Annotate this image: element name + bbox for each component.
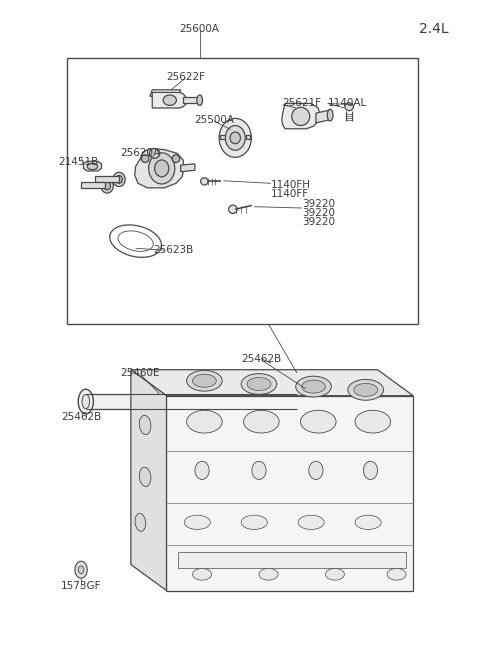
Bar	[67, 58, 418, 324]
Ellipse shape	[298, 389, 313, 414]
Ellipse shape	[241, 373, 277, 394]
Ellipse shape	[197, 95, 203, 105]
Text: 1573GF: 1573GF	[61, 581, 101, 591]
Polygon shape	[86, 394, 297, 409]
Ellipse shape	[75, 561, 87, 578]
Text: 25462B: 25462B	[61, 412, 101, 422]
Ellipse shape	[187, 370, 222, 391]
Ellipse shape	[301, 380, 325, 393]
Polygon shape	[282, 103, 320, 129]
Text: 39220: 39220	[301, 199, 335, 209]
Text: 39220: 39220	[301, 208, 335, 218]
Polygon shape	[167, 396, 413, 591]
Ellipse shape	[101, 179, 113, 193]
Ellipse shape	[325, 569, 344, 580]
Ellipse shape	[149, 149, 160, 159]
Polygon shape	[152, 92, 187, 108]
Ellipse shape	[363, 461, 378, 479]
Text: 25460E: 25460E	[120, 368, 160, 378]
Ellipse shape	[201, 178, 208, 185]
Ellipse shape	[387, 569, 406, 580]
Ellipse shape	[163, 95, 177, 105]
Text: 39220: 39220	[301, 217, 335, 227]
Ellipse shape	[113, 172, 125, 187]
Ellipse shape	[355, 515, 381, 529]
Ellipse shape	[195, 461, 209, 479]
Text: 2.4L: 2.4L	[419, 22, 449, 36]
Text: 25620A: 25620A	[120, 149, 160, 159]
Ellipse shape	[184, 515, 210, 529]
Text: 25500A: 25500A	[194, 115, 234, 124]
Ellipse shape	[135, 514, 146, 531]
Polygon shape	[220, 135, 225, 139]
Ellipse shape	[243, 410, 279, 433]
Ellipse shape	[78, 389, 94, 414]
Polygon shape	[183, 97, 200, 103]
Ellipse shape	[228, 205, 237, 214]
Ellipse shape	[116, 176, 122, 183]
Polygon shape	[150, 90, 180, 96]
Ellipse shape	[355, 410, 391, 433]
Ellipse shape	[348, 379, 384, 400]
Ellipse shape	[149, 153, 175, 184]
Ellipse shape	[252, 461, 266, 479]
Text: 25600A: 25600A	[180, 24, 220, 34]
Ellipse shape	[192, 374, 216, 387]
Ellipse shape	[300, 410, 336, 433]
Ellipse shape	[139, 415, 151, 434]
Ellipse shape	[241, 515, 267, 529]
Ellipse shape	[141, 155, 149, 162]
Ellipse shape	[230, 132, 240, 143]
Text: 1140FH: 1140FH	[271, 179, 311, 189]
Ellipse shape	[259, 569, 278, 580]
Ellipse shape	[82, 394, 90, 409]
Ellipse shape	[187, 410, 222, 433]
Ellipse shape	[172, 155, 180, 162]
Ellipse shape	[345, 103, 353, 111]
Ellipse shape	[327, 109, 333, 121]
Ellipse shape	[225, 126, 245, 150]
Ellipse shape	[78, 566, 84, 574]
Text: 25462B: 25462B	[241, 354, 281, 364]
Ellipse shape	[296, 376, 331, 397]
Ellipse shape	[219, 119, 252, 157]
Ellipse shape	[309, 461, 323, 479]
Ellipse shape	[82, 394, 90, 409]
Polygon shape	[131, 369, 413, 396]
Text: 21451B: 21451B	[59, 157, 99, 167]
Polygon shape	[96, 176, 119, 182]
Text: 25622F: 25622F	[166, 72, 205, 82]
Ellipse shape	[155, 160, 169, 177]
Ellipse shape	[192, 569, 212, 580]
Text: 25623B: 25623B	[154, 245, 194, 255]
Ellipse shape	[301, 394, 309, 409]
Polygon shape	[179, 552, 406, 568]
Polygon shape	[84, 161, 101, 171]
Ellipse shape	[298, 515, 324, 529]
Polygon shape	[131, 369, 167, 591]
Ellipse shape	[292, 107, 310, 126]
Ellipse shape	[247, 377, 271, 390]
Ellipse shape	[354, 383, 378, 396]
Polygon shape	[135, 149, 184, 188]
Ellipse shape	[87, 163, 97, 170]
Polygon shape	[180, 164, 195, 172]
Text: 1140FF: 1140FF	[271, 189, 309, 199]
Text: 25621F: 25621F	[283, 98, 322, 109]
Polygon shape	[246, 135, 251, 139]
Polygon shape	[316, 110, 330, 123]
Ellipse shape	[139, 467, 151, 487]
Polygon shape	[81, 182, 105, 188]
Text: 1140AL: 1140AL	[328, 98, 367, 109]
Ellipse shape	[104, 182, 110, 190]
